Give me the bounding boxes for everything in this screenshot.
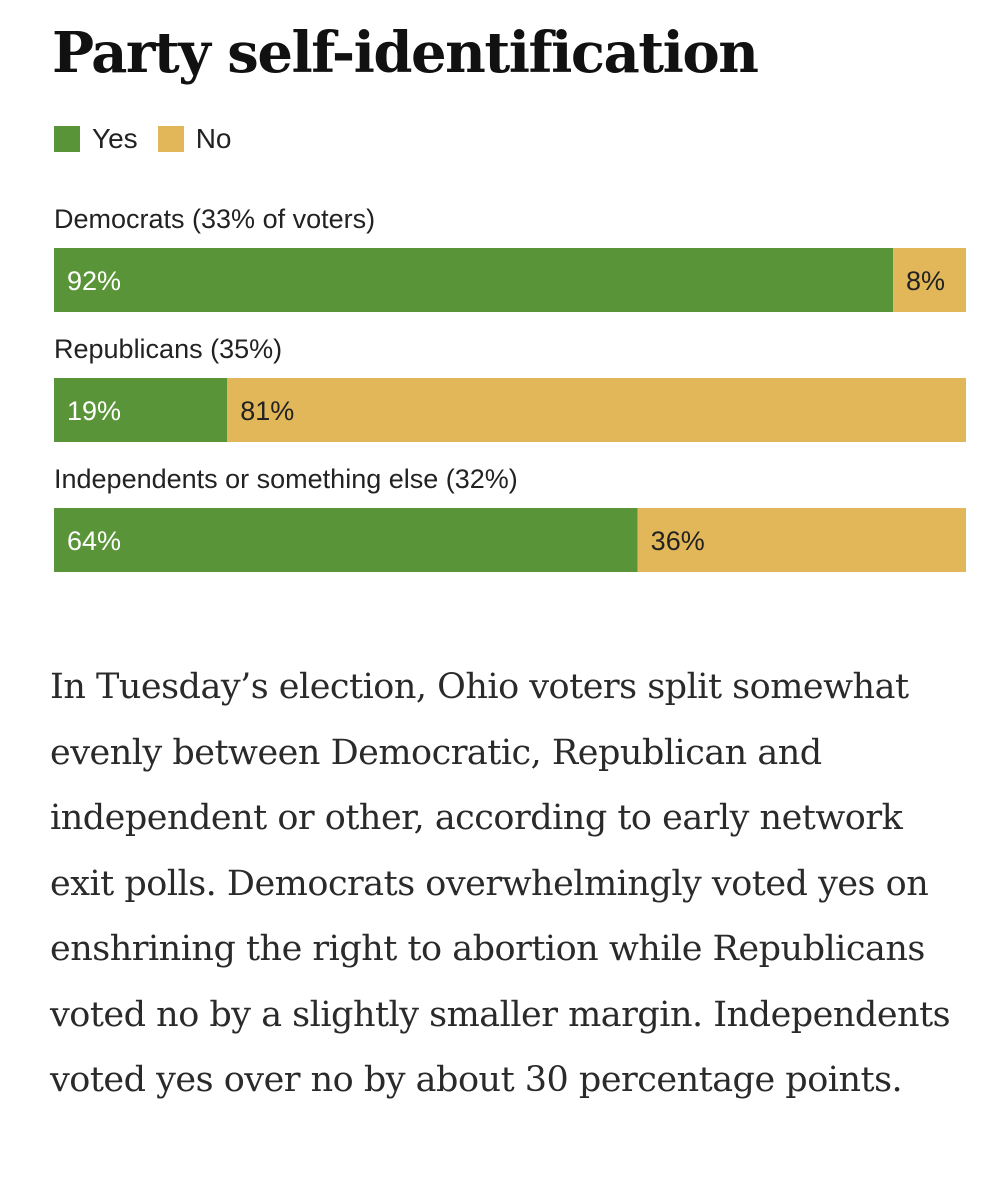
bar-value-label-democrats-no: 8% — [906, 266, 945, 296]
article-paragraph: In Tuesday’s election, Ohio voters split… — [50, 667, 951, 1100]
bar-value-label-independents-no: 36% — [651, 526, 705, 556]
category-label-republicans: Republicans (35%) — [54, 334, 282, 364]
bar-republicans-no — [227, 378, 966, 442]
bar-value-label-republicans-no: 81% — [240, 396, 294, 426]
legend: Yes No — [54, 122, 251, 156]
legend-swatch-yes — [54, 126, 80, 152]
stacked-bar-chart: Democrats (33% of voters) 92% 8% Republican… — [54, 196, 966, 586]
bar-value-label-democrats-yes: 92% — [67, 266, 121, 296]
legend-label-no: No — [195, 123, 232, 154]
category-label-democrats: Democrats (33% of voters) — [54, 204, 375, 234]
chart-svg: Democrats (33% of voters) 92% 8% Republican… — [54, 204, 966, 572]
bar-value-label-republicans-yes: 19% — [67, 396, 121, 426]
bar-republicans-yes — [54, 378, 228, 442]
category-label-independents: Independents or something else (32%) — [54, 464, 518, 494]
legend-item-no: No — [157, 123, 232, 155]
bar-independents-no — [637, 508, 966, 572]
legend-swatch-no — [157, 126, 184, 152]
chart-title: Party self-identification — [52, 20, 759, 86]
bar-democrats-yes — [54, 248, 894, 312]
bar-value-label-independents-yes: 64% — [67, 526, 121, 556]
legend-label-yes: Yes — [92, 123, 138, 154]
legend-item-yes: Yes — [54, 123, 138, 155]
bar-independents-yes — [54, 508, 638, 572]
bar-democrats-no — [893, 248, 966, 312]
